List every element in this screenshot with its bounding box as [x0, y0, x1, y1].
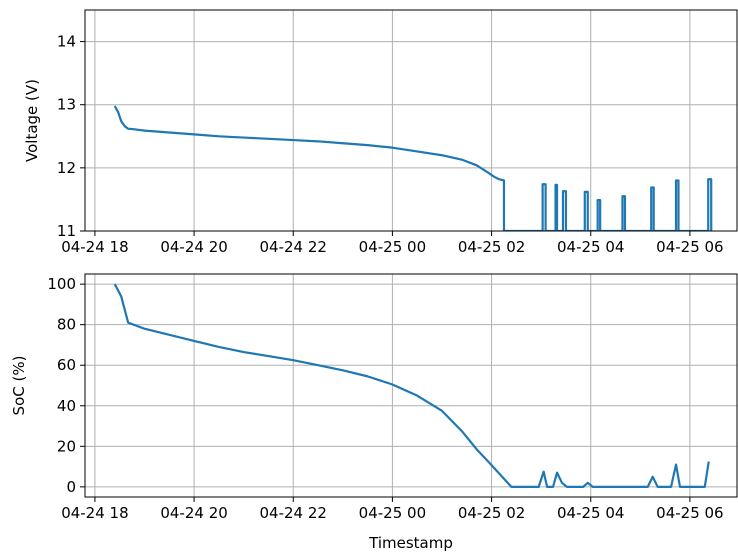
voltage-series-line [113, 105, 713, 231]
soc-panel: 04-24 18 04-24 20 04-24 22 04-25 00 04-25 02… [10, 273, 738, 522]
voltage-x-tick-label: 04-25 04 [557, 238, 624, 256]
voltage-x-tick-label: 04-25 02 [458, 238, 525, 256]
soc-y-tick-label: 40 [57, 397, 76, 415]
soc-y-tick-label: 60 [57, 356, 76, 374]
soc-x-tick-label: 04-24 18 [61, 504, 128, 522]
soc-x-tick-label: 04-25 06 [656, 504, 723, 522]
soc-y-tick-label: 100 [47, 275, 76, 293]
voltage-ticks: 04-24 18 04-24 20 04-24 22 04-25 00 04-25 02… [57, 33, 724, 256]
x-axis-label: Timestamp [368, 534, 453, 552]
voltage-y-tick-label: 12 [57, 159, 76, 177]
soc-series-line [113, 283, 710, 488]
soc-ticks: 04-24 18 04-24 20 04-24 22 04-25 00 04-25 02… [47, 275, 723, 522]
soc-y-tick-label: 80 [57, 316, 76, 334]
soc-x-tick-label: 04-25 00 [359, 504, 426, 522]
voltage-y-tick-label: 11 [57, 222, 76, 240]
soc-x-tick-label: 04-25 02 [458, 504, 525, 522]
voltage-y-tick-label: 13 [57, 96, 76, 114]
soc-x-tick-label: 04-24 22 [260, 504, 327, 522]
soc-x-tick-label: 04-24 20 [160, 504, 227, 522]
soc-y-axis-label: SoC (%) [10, 356, 28, 416]
voltage-x-tick-label: 04-25 06 [656, 238, 723, 256]
voltage-x-tick-label: 04-24 20 [160, 238, 227, 256]
soc-y-tick-label: 0 [66, 478, 76, 496]
voltage-grid [85, 10, 737, 232]
voltage-x-tick-label: 04-25 00 [359, 238, 426, 256]
voltage-panel: 04-24 18 04-24 20 04-24 22 04-25 00 04-25 02… [23, 9, 738, 256]
soc-x-tick-label: 04-25 04 [557, 504, 624, 522]
voltage-axes-frame [84, 9, 738, 232]
voltage-x-tick-label: 04-24 18 [61, 238, 128, 256]
soc-axes-frame [84, 273, 738, 498]
voltage-y-axis-label: Voltage (V) [23, 79, 41, 162]
soc-grid [85, 274, 737, 497]
voltage-x-tick-label: 04-24 22 [260, 238, 327, 256]
voltage-y-tick-label: 14 [57, 33, 76, 51]
soc-y-tick-label: 20 [57, 437, 76, 455]
